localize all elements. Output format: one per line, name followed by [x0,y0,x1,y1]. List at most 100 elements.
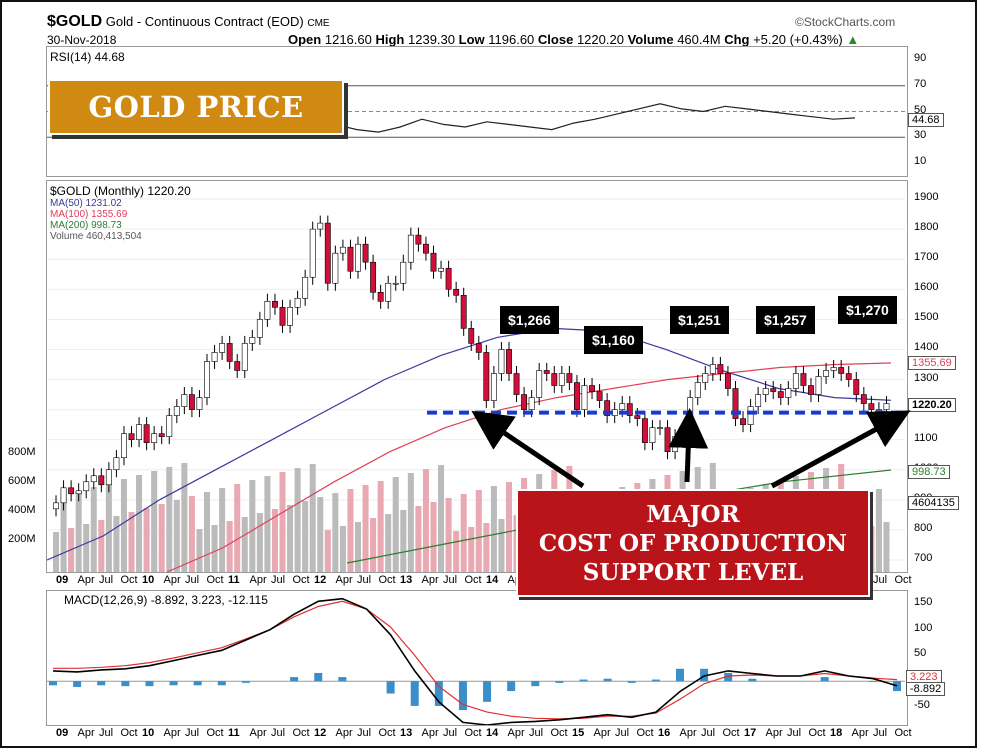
price-x-label: Oct [206,574,224,586]
macd-x-label: Jul [271,727,286,739]
candle-body [234,361,241,371]
macd-histogram-bar [724,672,733,682]
volume-label: Volume [627,32,674,47]
macd-x-label: Apr [77,727,95,739]
candle-body [377,291,384,302]
candle-body [287,307,293,326]
candle-body [475,343,482,353]
volume-bar [203,492,211,572]
price-x-label: Oct [464,574,482,586]
macd-x-label: Oct [206,727,224,739]
candle-body [317,222,324,230]
gold-price-title-box: GOLD PRICE [48,79,344,135]
price-x-label: Apr [335,574,353,586]
macd-x-label: Oct [378,727,396,739]
volume-bar [196,529,203,572]
candle-body [219,343,226,353]
candle-body [740,418,746,425]
ma100-tag: 1355.69 [908,356,956,370]
volume-bar [407,473,414,572]
macd-x-label: Apr [765,727,783,739]
candle-body [143,424,150,443]
volume-bar [294,468,301,572]
candle-body [823,370,830,377]
macd-tick-label: -50 [914,698,930,711]
price-x-label: 13 [400,574,413,586]
price-x-label: 10 [142,574,155,586]
macd-histogram-bar [290,677,299,682]
macd-x-label: Jul [99,727,114,739]
macd-x-label: Jul [615,727,630,739]
macd-x-label: Apr [851,727,869,739]
candle-body [332,252,339,284]
macd-x-label: Jul [357,727,372,739]
candle-body [98,475,105,486]
candle-body [845,373,852,380]
candle-body [302,276,309,299]
candle-body [755,394,762,407]
volume-bar [377,481,384,572]
legend-ma100: MA(100) 1355.69 [50,209,128,220]
candle-body [687,397,694,434]
candle-body [362,243,369,263]
candle-body [256,319,263,338]
macd-histogram-bar [603,678,612,682]
price-legend: $GOLD (Monthly) 1220.20 MA(50) 1231.02 M… [50,184,191,242]
candle-body [309,228,316,278]
open-value: 1216.60 [324,32,372,47]
brand: ©StockCharts.com [795,15,896,29]
macd-x-label: Apr [421,727,439,739]
volume-bar [219,488,226,572]
candle-body [573,382,580,410]
candle-body [407,234,414,263]
candle-body [339,246,346,254]
volume-bar [339,526,346,572]
candle-body [226,343,233,362]
macd-histogram-bar [169,681,178,686]
macd-histogram-bar [434,681,443,706]
candle-body [128,433,135,440]
macd-x-label: 18 [830,727,843,739]
candle-body [241,343,248,371]
candle-body [151,433,158,443]
rsi-tick-label: 50 [914,103,927,116]
high-value: 1239.30 [408,32,455,47]
volume-bar [264,476,271,572]
macd-x-label: 15 [572,727,585,739]
candle-body [558,373,565,386]
candle-body [385,282,392,302]
candle-body [777,391,784,398]
callout-1270: $1,270 [838,296,897,324]
volume-bar [83,524,90,572]
macd-x-label: Oct [722,727,740,739]
macd-x-label: Apr [335,727,353,739]
high-label: High [375,32,405,47]
volume-bar [883,522,890,572]
volume-tick-label: 200M [8,533,36,545]
candle-body [392,282,399,285]
candle-body [121,433,127,459]
volume-bar [105,483,112,572]
close-value: 1220.20 [576,32,624,47]
legend-ma50: MA(50) 1231.02 [50,198,122,209]
volume-bar [53,532,60,572]
candle-body [196,397,203,410]
volume-bar [468,527,475,572]
volume-bar [483,523,490,572]
macd-x-label: 13 [400,727,413,739]
candle-body [589,385,595,392]
candle-body [785,388,792,398]
candle-body [792,373,799,389]
legend-volume: Volume 460,413,504 [50,231,142,242]
candle-body [566,373,573,383]
volume-bar [370,518,377,572]
legend-ma200: MA(200) 998.73 [50,220,122,231]
macd-histogram-bar [97,681,106,686]
candle-body [506,349,512,374]
candle-body [521,394,528,410]
candle-body [68,487,75,495]
macd-x-label: Oct [808,727,826,739]
candle-body [679,433,686,437]
macd-x-label: 11 [228,727,240,739]
volume-bar [151,471,158,572]
